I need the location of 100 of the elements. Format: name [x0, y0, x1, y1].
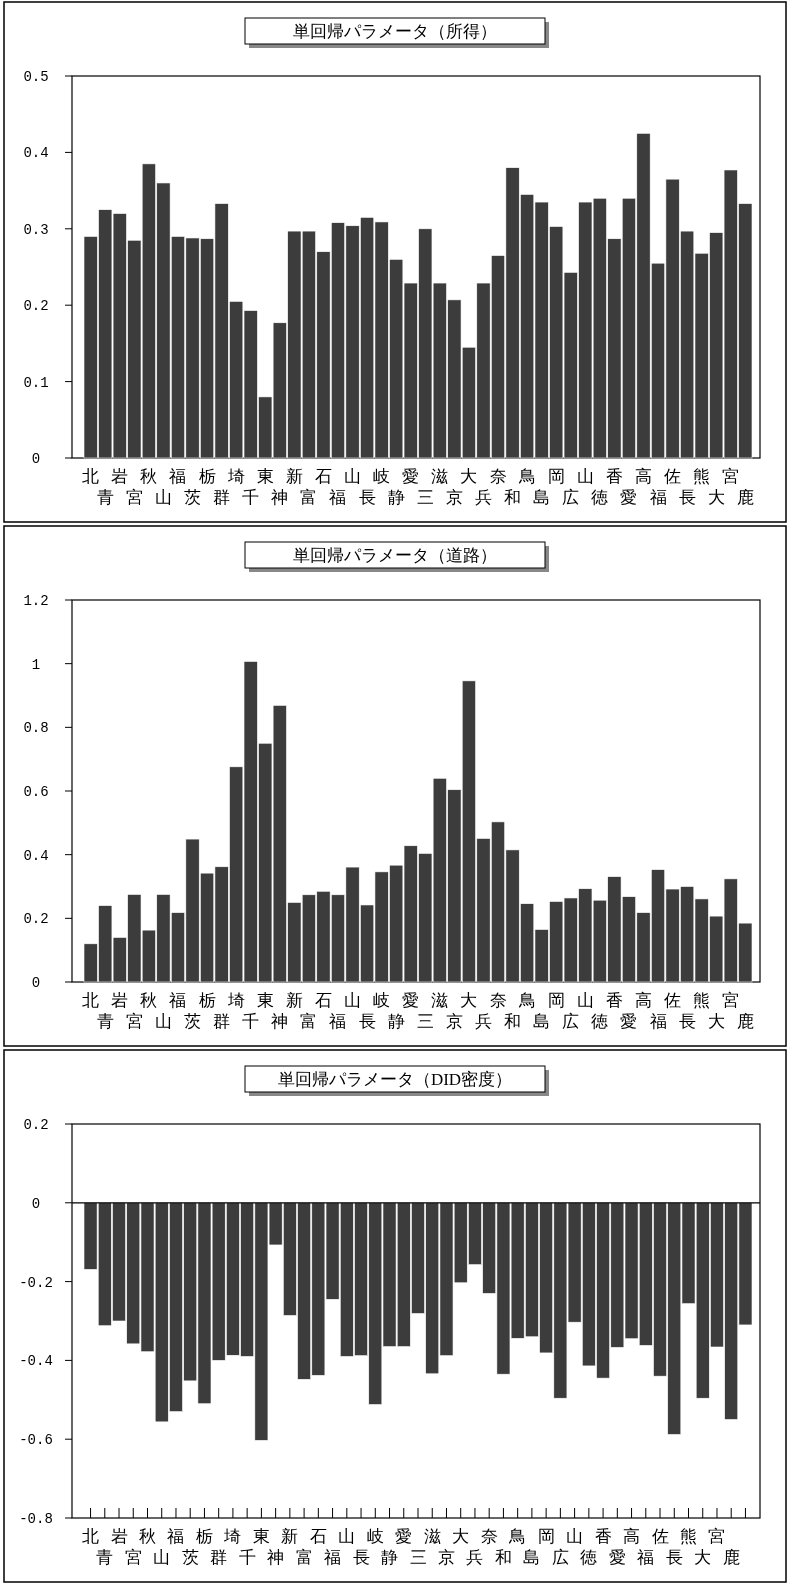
x-tick-label: 北 [82, 1527, 100, 1546]
x-tick-label: 大 [707, 488, 725, 507]
y-tick-label: 0.8 [23, 720, 49, 737]
x-tick-label: 東 [256, 467, 274, 486]
x-tick-label: 高 [634, 467, 652, 486]
x-tick-label: 島 [533, 1012, 551, 1031]
x-tick-label: 滋 [431, 467, 449, 486]
x-tick-label: 茨 [184, 488, 202, 507]
x-tick-label: 宮 [722, 467, 740, 486]
x-tick-label: 和 [504, 1012, 522, 1031]
x-tick-label: 宮 [124, 1548, 142, 1567]
x-tick-label: 神 [267, 1548, 285, 1567]
x-tick-label: 富 [300, 1012, 318, 1031]
x-tick-label: 鹿 [736, 1012, 754, 1031]
x-tick-label: 新 [285, 467, 303, 486]
x-tick-label: 鳥 [517, 467, 536, 486]
x-tick-label: 三 [416, 488, 434, 507]
x-tick-label: 青 [96, 1012, 114, 1031]
x-tick-label: 大 [452, 1527, 470, 1546]
x-tick-label: 東 [256, 991, 274, 1010]
x-tick-label: 福 [329, 1012, 347, 1031]
x-tick-label: 長 [665, 1548, 683, 1567]
x-tick-label: 長 [358, 488, 376, 507]
x-tick-label: 群 [213, 1012, 231, 1031]
x-tick-label: 千 [242, 1012, 260, 1031]
chart-title: 単回帰パラメータ（DID密度） [277, 1070, 513, 1089]
x-tick-label: 宮 [125, 488, 143, 507]
x-tick-label: 秋 [140, 467, 158, 486]
x-tick-label: 長 [678, 1012, 696, 1031]
x-tick-label: 岡 [547, 467, 565, 486]
y-tick-label: 0 [31, 974, 41, 991]
x-tick-label: 香 [594, 1527, 612, 1546]
x-tick-label: 栃 [198, 467, 216, 486]
x-tick-label: 愛 [402, 991, 420, 1010]
x-tick-label: 山 [576, 467, 594, 486]
x-tick-label: 青 [96, 488, 114, 507]
x-tick-label: 和 [494, 1548, 512, 1567]
y-tick-label: -0.4 [19, 1353, 53, 1370]
x-tick-label: 鹿 [736, 488, 754, 507]
x-tick-label: 山 [344, 467, 362, 486]
x-tick-label: 山 [154, 488, 172, 507]
x-tick-label: 広 [551, 1548, 569, 1567]
x-tick-label: 岩 [111, 467, 129, 486]
y-tick-label: 0.5 [23, 68, 49, 85]
x-tick-label: 山 [566, 1527, 584, 1546]
x-tick-label: 青 [96, 1548, 114, 1567]
x-tick-label: 石 [314, 467, 332, 486]
chart-title: 単回帰パラメータ（所得） [293, 22, 497, 41]
chart-title: 単回帰パラメータ（道路） [293, 546, 497, 565]
x-tick-label: 三 [409, 1548, 427, 1567]
y-tick-label: 0.1 [23, 374, 49, 391]
x-tick-label: 京 [437, 1548, 455, 1567]
y-tick-label: 0.4 [23, 145, 49, 162]
x-tick-label: 茨 [184, 1012, 202, 1031]
x-tick-label: 島 [533, 488, 551, 507]
x-tick-label: 徳 [580, 1548, 598, 1567]
x-tick-label: 福 [169, 467, 187, 486]
x-tick-label: 宮 [722, 991, 740, 1010]
x-tick-label: 大 [460, 467, 478, 486]
x-tick-label: 富 [300, 488, 318, 507]
x-tick-label: 香 [605, 467, 623, 486]
y-tick-label: 0 [31, 1195, 41, 1212]
x-tick-label: 奈 [480, 1527, 498, 1546]
x-tick-label: 石 [309, 1527, 327, 1546]
x-tick-label: 京 [445, 488, 463, 507]
x-tick-label: 鳥 [508, 1527, 527, 1546]
x-tick-label: 大 [694, 1548, 712, 1567]
x-tick-label: 広 [562, 488, 580, 507]
x-tick-label: 熊 [680, 1527, 697, 1546]
x-tick-label: 兵 [474, 1012, 492, 1031]
x-tick-label: 岐 [373, 467, 391, 486]
y-tick-label: 0 [31, 450, 41, 467]
x-tick-label: 千 [242, 488, 260, 507]
x-tick-label: 熊 [693, 467, 711, 486]
x-tick-label: 愛 [620, 488, 638, 507]
x-tick-label: 福 [329, 488, 347, 507]
x-tick-label: 長 [352, 1548, 370, 1567]
x-tick-label: 栃 [195, 1527, 213, 1546]
y-tick-label: -0.8 [19, 1510, 53, 1527]
x-tick-label: 東 [252, 1527, 270, 1546]
x-tick-label: 福 [169, 991, 187, 1010]
x-tick-label: 岐 [373, 991, 391, 1010]
x-tick-label: 福 [649, 1012, 667, 1031]
x-tick-label: 北 [82, 467, 100, 486]
x-tick-label: 岩 [111, 991, 129, 1010]
x-tick-label: 長 [678, 488, 696, 507]
x-tick-label: 福 [324, 1548, 342, 1567]
x-tick-label: 香 [605, 991, 623, 1010]
x-tick-label: 大 [460, 991, 478, 1010]
x-tick-label: 兵 [466, 1548, 484, 1567]
x-tick-label: 埼 [226, 467, 245, 486]
x-tick-label: 佐 [651, 1527, 669, 1546]
x-tick-label: 熊 [693, 991, 711, 1010]
x-tick-label: 岩 [110, 1527, 128, 1546]
y-tick-label: 0.3 [23, 221, 49, 238]
x-tick-label: 新 [281, 1527, 299, 1546]
y-tick-label: 0.2 [23, 911, 49, 928]
x-tick-label: 島 [523, 1548, 541, 1567]
x-tick-label: 山 [154, 1012, 172, 1031]
x-tick-label: 和 [504, 488, 522, 507]
